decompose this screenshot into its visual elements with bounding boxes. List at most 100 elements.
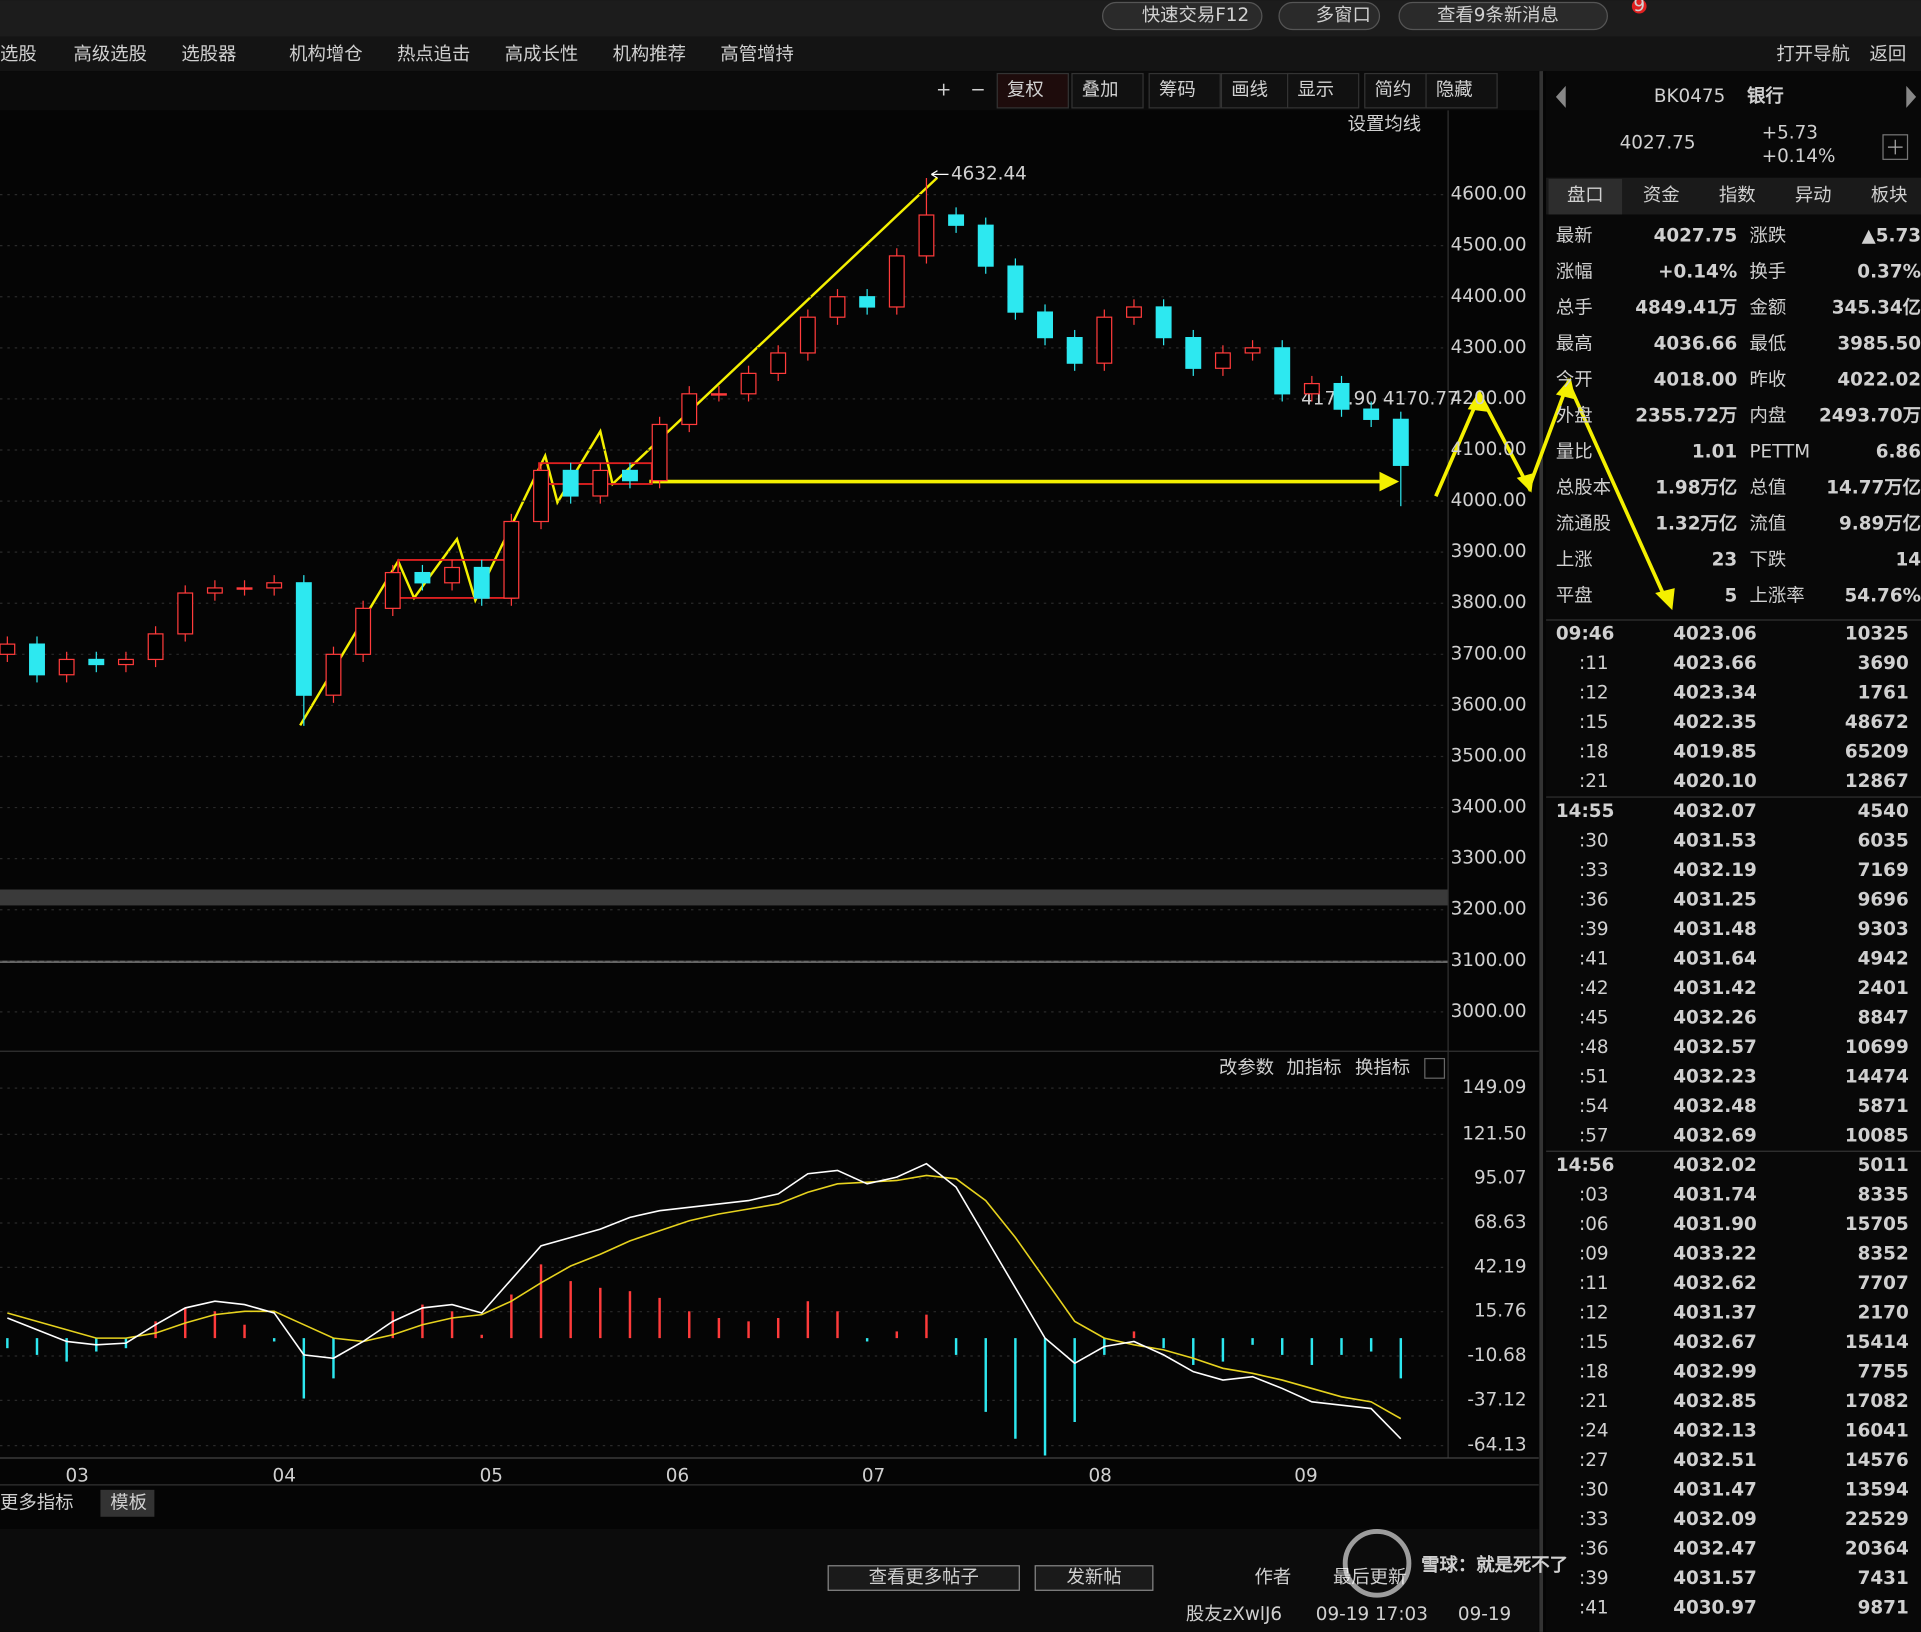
tool-frame[interactable] <box>996 72 1069 109</box>
candle-body <box>592 469 609 497</box>
indicator-tab[interactable]: 更多指标 <box>0 1492 73 1513</box>
menu-item[interactable]: 打开导航 <box>1776 44 1849 65</box>
quick-trade-button-frame[interactable] <box>1102 1 1263 31</box>
trade-time: :12 <box>1579 683 1609 704</box>
trade-time: :41 <box>1579 1598 1609 1619</box>
quote-tab[interactable]: 指数 <box>1719 185 1756 206</box>
trade-volume: 15414 <box>1845 1332 1909 1353</box>
quote-tab[interactable]: 板块 <box>1871 185 1908 206</box>
change-pct: +0.14% <box>1762 146 1836 167</box>
stat-value: 54.76% <box>1845 586 1921 607</box>
trade-time: :33 <box>1579 860 1609 881</box>
menu-item[interactable]: 选股 <box>0 44 37 65</box>
tab-active[interactable] <box>100 1489 155 1517</box>
x-tick-label: 04 <box>273 1465 296 1486</box>
y-tick-label: 149.09 <box>1462 1077 1526 1098</box>
trade-volume: 2170 <box>1858 1302 1909 1323</box>
zoom-out[interactable]: − <box>970 80 985 101</box>
multi-window-button-frame[interactable] <box>1278 1 1381 31</box>
ma-setting[interactable]: 设置均线 <box>1348 114 1421 135</box>
post-date: 09-19 <box>1458 1604 1511 1625</box>
trade-time: :30 <box>1579 830 1609 851</box>
y-tick-label: 3000.00 <box>1451 1001 1527 1022</box>
trade-price: 4032.47 <box>1673 1539 1757 1560</box>
tool-button[interactable]: 隐藏 <box>1436 80 1473 101</box>
candle-body <box>295 582 312 696</box>
menu-item[interactable]: 高成长性 <box>505 44 578 65</box>
stat-label: 内盘 <box>1749 406 1786 427</box>
indicator-button[interactable]: 改参数 <box>1219 1057 1274 1078</box>
y-tick-label: 3900.00 <box>1451 541 1527 562</box>
candle-body <box>266 582 283 589</box>
close-indicator[interactable] <box>1424 1057 1446 1079</box>
trade-time: :45 <box>1579 1007 1609 1028</box>
indicator-tab[interactable]: 模板 <box>110 1492 147 1513</box>
trade-price: 4031.53 <box>1673 830 1757 851</box>
menu-item[interactable]: 高级选股 <box>74 44 147 65</box>
menu-item[interactable]: 选股器 <box>181 44 236 65</box>
trade-volume: 6035 <box>1858 830 1909 851</box>
indicator-button[interactable]: 换指标 <box>1355 1057 1410 1078</box>
candle-body <box>651 423 668 482</box>
quick-trade-button[interactable]: 快速交易F12 <box>1142 5 1249 26</box>
candle-body <box>177 592 194 635</box>
trade-time: :24 <box>1579 1421 1609 1442</box>
add-button[interactable] <box>1882 134 1909 160</box>
tool-button[interactable]: 简约 <box>1375 80 1412 101</box>
menu-item[interactable]: 机构推荐 <box>613 44 686 65</box>
menu-item[interactable]: 返回 <box>1870 44 1907 65</box>
tool-button[interactable]: 画线 <box>1231 80 1268 101</box>
tool-frame[interactable] <box>1286 72 1360 109</box>
indicator-button[interactable]: 加指标 <box>1286 1057 1341 1078</box>
trade-volume: 8847 <box>1858 1007 1909 1028</box>
trade-price: 4032.67 <box>1673 1332 1757 1353</box>
trade-price: 4032.26 <box>1673 1007 1757 1028</box>
tool-frame[interactable] <box>1148 72 1221 109</box>
candle-body <box>918 214 935 257</box>
x-tick-label: 05 <box>480 1465 503 1486</box>
tool-button[interactable]: 显示 <box>1297 80 1334 101</box>
trade-volume: 4540 <box>1858 801 1909 822</box>
menu-item[interactable]: 机构增仓 <box>289 44 362 65</box>
trade-time: :09 <box>1579 1243 1609 1264</box>
stock-name: 银行 <box>1747 85 1784 107</box>
menu-item[interactable]: 高管增持 <box>720 44 793 65</box>
multi-window-button[interactable]: 多窗口 <box>1316 5 1371 26</box>
candle-body <box>147 633 164 661</box>
trade-volume: 13594 <box>1845 1480 1909 1501</box>
post-button-label[interactable]: 发新帖 <box>1066 1567 1121 1588</box>
tool-button[interactable]: 叠加 <box>1082 80 1119 101</box>
trade-price: 4031.47 <box>1673 1480 1757 1501</box>
trade-time: 14:55 <box>1556 801 1614 822</box>
stat-label: PETTM <box>1749 442 1810 463</box>
stat-label: 换手 <box>1749 262 1786 283</box>
candle-body <box>206 587 223 594</box>
tool-frame[interactable] <box>1425 72 1498 109</box>
post-button[interactable] <box>1034 1565 1154 1591</box>
post-time: 09-19 17:03 <box>1316 1604 1428 1625</box>
quote-tab[interactable]: 资金 <box>1643 185 1680 206</box>
tool-frame[interactable] <box>1071 72 1144 109</box>
stat-label: 量比 <box>1556 442 1593 463</box>
trade-volume: 48672 <box>1845 712 1909 733</box>
menu-item[interactable]: 热点追击 <box>397 44 470 65</box>
peak-arrow <box>931 170 949 179</box>
stat-label: 昨收 <box>1749 370 1786 391</box>
tool-frame[interactable] <box>1364 72 1437 109</box>
post-button[interactable] <box>827 1565 1020 1591</box>
trade-volume: 14474 <box>1845 1066 1909 1087</box>
y-tick-label: 4200.00 <box>1451 388 1527 409</box>
quote-tab[interactable]: 盘口 <box>1567 185 1604 206</box>
tool-button[interactable]: 筹码 <box>1159 80 1196 101</box>
zoom-in[interactable]: + <box>936 80 951 101</box>
x-tick-label: 09 <box>1294 1465 1317 1486</box>
messages-button[interactable]: 查看9条新消息 <box>1437 5 1559 26</box>
quote-tab[interactable]: 异动 <box>1795 185 1832 206</box>
stat-value: ▲5.73 <box>1862 226 1921 247</box>
tool-button[interactable]: 复权 <box>1007 80 1044 101</box>
y-tick-label: 4600.00 <box>1451 184 1527 205</box>
candle-body <box>1303 382 1320 395</box>
messages-button-frame[interactable] <box>1398 1 1608 31</box>
post-button-label[interactable]: 查看更多帖子 <box>869 1567 979 1588</box>
candle-body <box>621 469 638 482</box>
